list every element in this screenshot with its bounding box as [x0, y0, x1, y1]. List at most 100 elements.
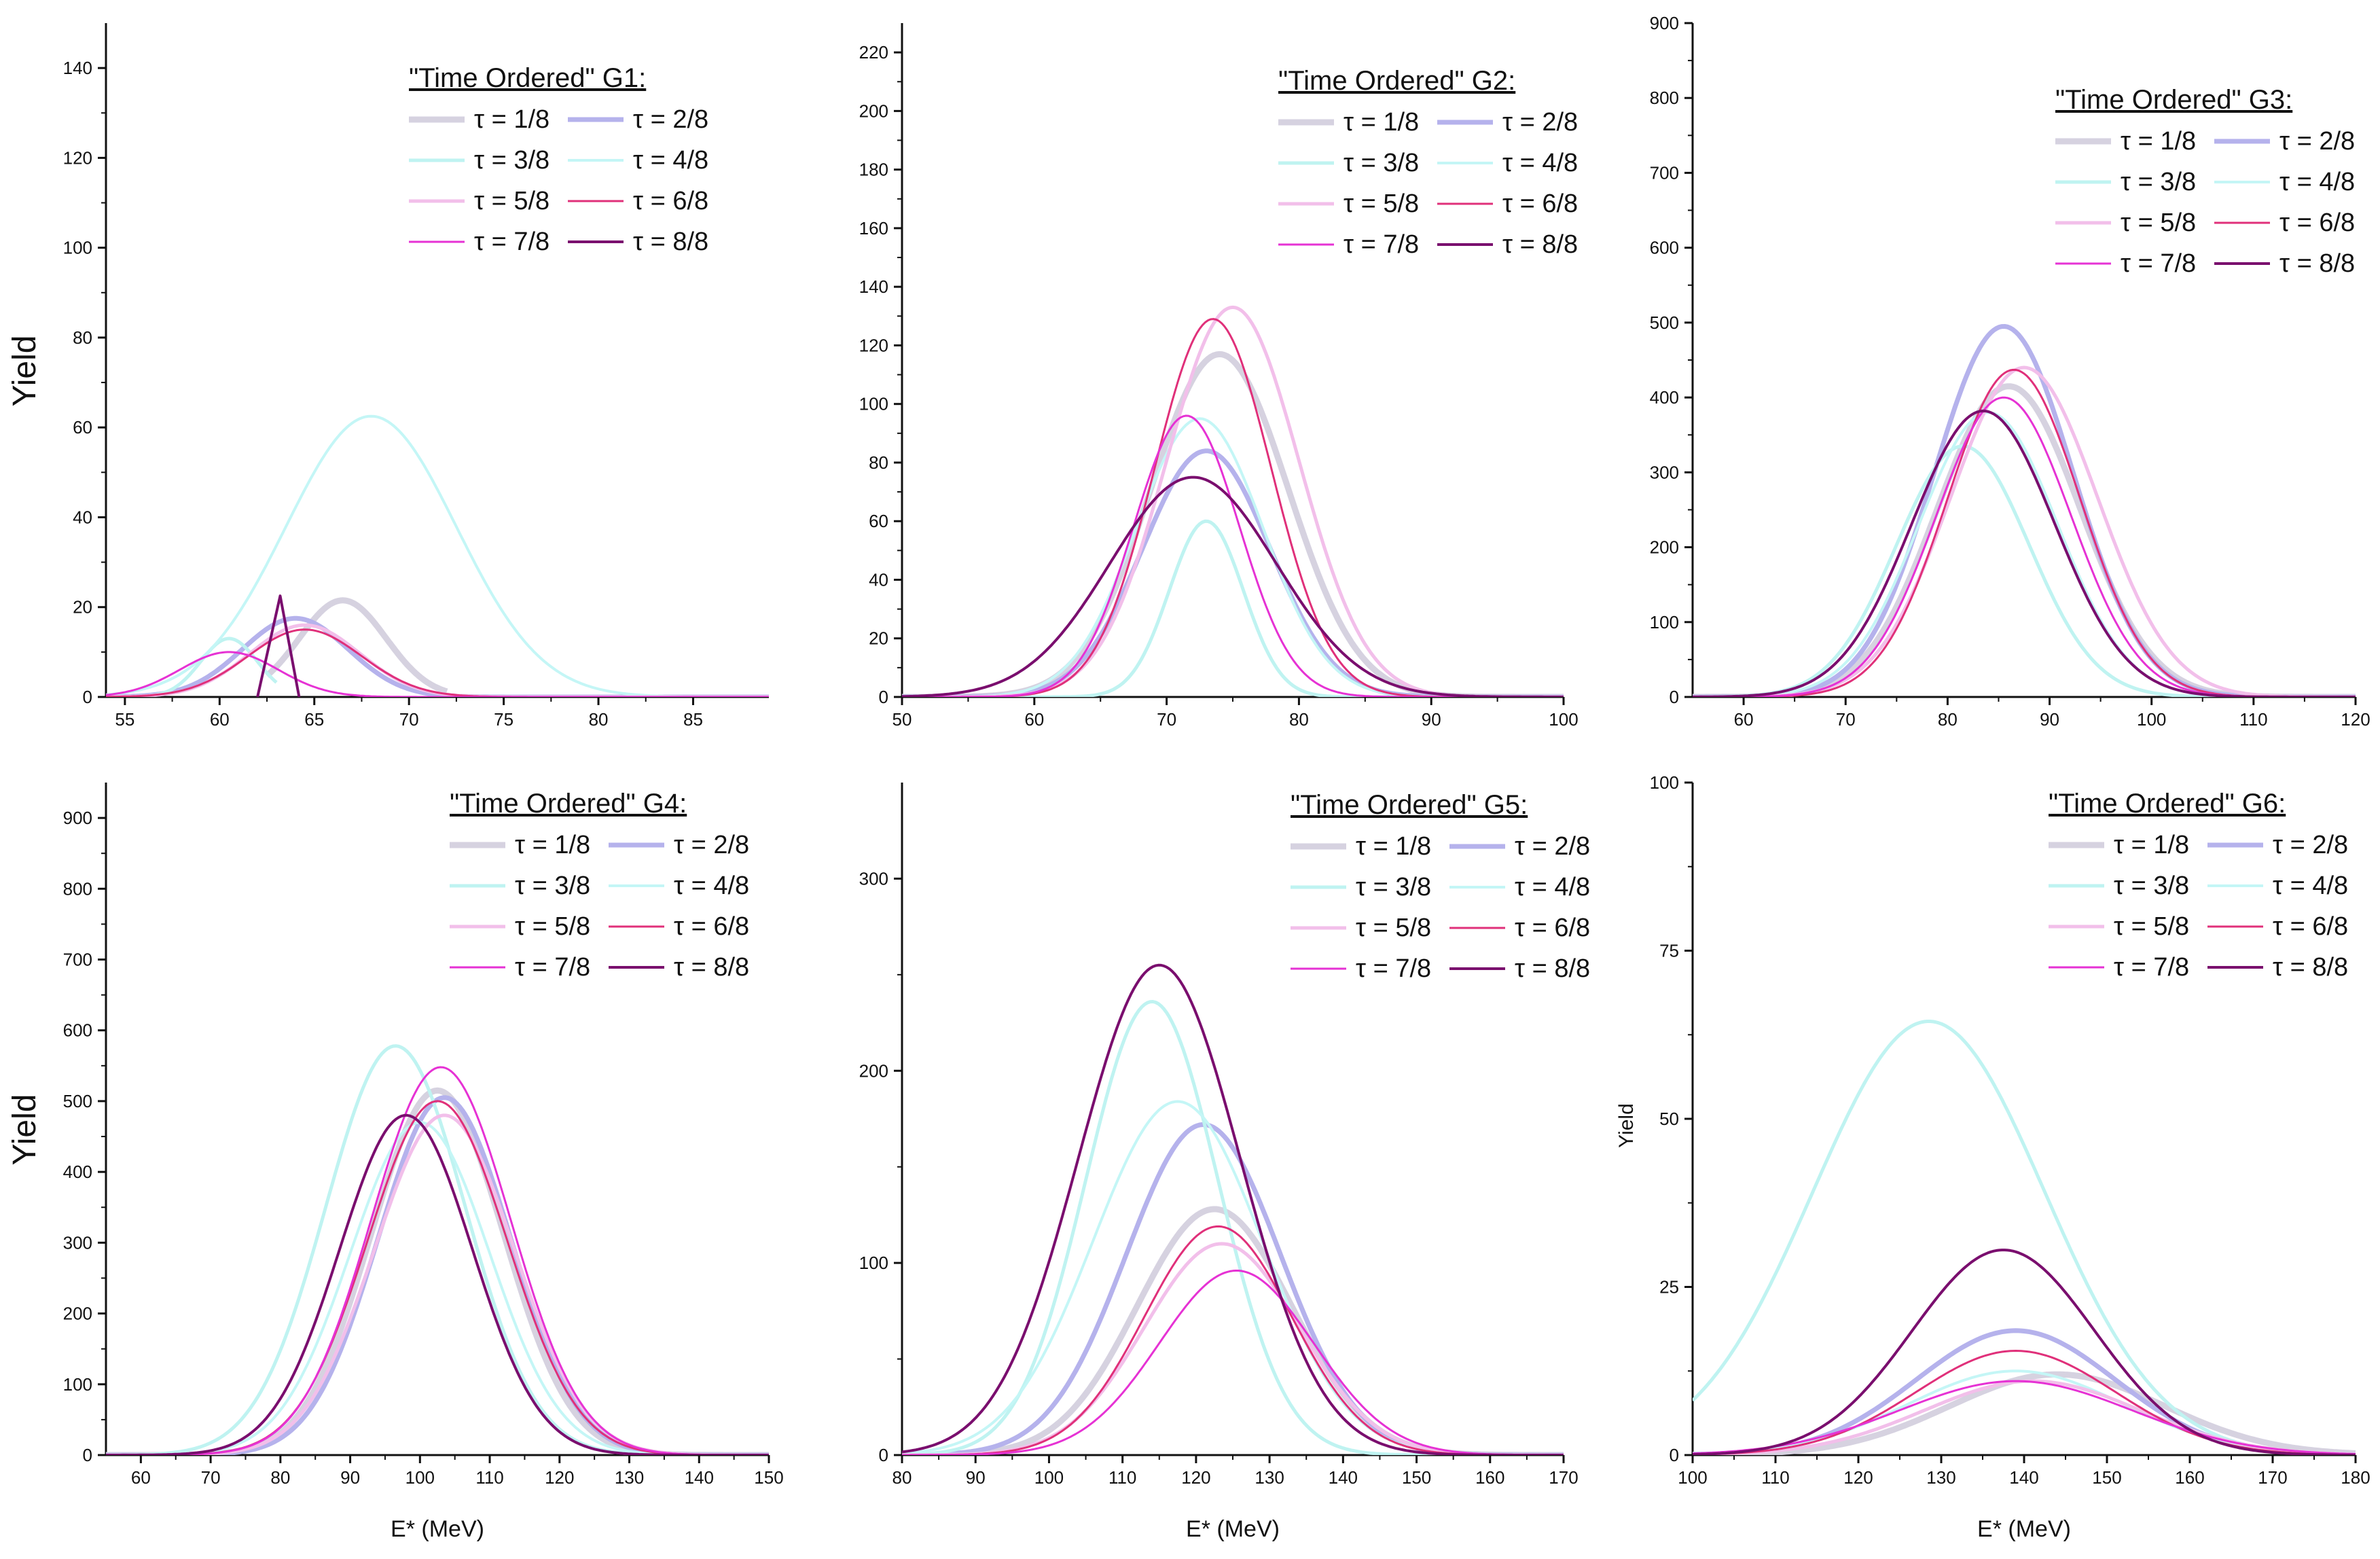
- legend-label: τ = 1/8: [515, 831, 590, 859]
- y-tick-label: 0: [1670, 1445, 1679, 1465]
- legend-label: τ = 7/8: [2114, 953, 2189, 982]
- x-tick-label: 170: [1549, 1467, 1578, 1488]
- series-line-tau-8-8: [1693, 410, 2356, 697]
- x-tick-label: 90: [340, 1467, 360, 1488]
- legend-label: τ = 3/8: [2114, 872, 2189, 900]
- y-tick-label: 200: [1650, 537, 1679, 558]
- x-tick-label: 80: [270, 1467, 290, 1488]
- y-tick-label: 400: [1650, 387, 1679, 408]
- legend-label: τ = 2/8: [2273, 831, 2348, 859]
- x-tick-label: 130: [1926, 1467, 1955, 1488]
- y-tick-label: 40: [73, 507, 92, 527]
- panel-4: 0 100 200 300 400 500 600 700 800 900 60 70 80 90 100 1…: [7, 783, 784, 1542]
- y-tick-label: 300: [859, 868, 888, 889]
- x-tick-label: 170: [2258, 1467, 2287, 1488]
- y-tick-label: 100: [859, 1253, 888, 1273]
- series-line-tau-4-8: [106, 1121, 769, 1455]
- panel-5: 0 100 200 300 80 90 100 110 120 130 140 150 160 170 E*…: [859, 783, 1590, 1542]
- x-tick-label: 150: [754, 1467, 783, 1488]
- series-line-tau-1-8: [106, 1087, 769, 1455]
- x-tick-label: 70: [399, 709, 419, 730]
- y-tick-label: 0: [1670, 687, 1679, 707]
- legend-label: τ = 4/8: [633, 146, 708, 175]
- y-tick-label: 500: [1650, 312, 1679, 333]
- x-tick-label: 100: [1678, 1467, 1707, 1488]
- y-axis-title: Yield: [7, 336, 43, 407]
- x-axis-title: E* (MeV): [1186, 1516, 1280, 1542]
- y-tick-label: 200: [859, 101, 888, 121]
- x-tick-label: 160: [2175, 1467, 2204, 1488]
- legend-label: τ = 3/8: [515, 872, 590, 900]
- legend: "Time Ordered" G4: τ = 1/8 τ = 2/8 τ = 3/8 τ…: [450, 789, 749, 982]
- legend-label: τ = 3/8: [474, 146, 549, 175]
- x-tick-label: 90: [1422, 709, 1441, 730]
- x-tick-label: 120: [1181, 1467, 1210, 1488]
- series-line-tau-7-8: [1693, 396, 2356, 697]
- legend-label: τ = 4/8: [1515, 873, 1590, 901]
- y-tick-label: 220: [859, 42, 888, 62]
- x-tick-label: 110: [1108, 1467, 1136, 1488]
- y-axis-title: Yield: [7, 1094, 43, 1166]
- y-tick-label: 160: [859, 218, 888, 238]
- y-tick-label: 100: [63, 1374, 92, 1395]
- legend: "Time Ordered" G6: τ = 1/8 τ = 2/8 τ = 3/8 τ…: [2049, 789, 2348, 982]
- series-line-tau-7-8: [106, 1066, 769, 1455]
- x-tick-label: 180: [2341, 1467, 2370, 1488]
- legend-title: "Time Ordered" G5:: [1291, 790, 1528, 820]
- x-tick-label: 110: [1761, 1467, 1789, 1488]
- x-tick-label: 55: [115, 709, 134, 730]
- series-line-tau-4-8: [1693, 1369, 2356, 1455]
- series-line-tau-1-8: [1693, 1371, 2356, 1455]
- y-tick-label: 100: [859, 394, 888, 414]
- legend-label: τ = 1/8: [1356, 832, 1431, 861]
- x-tick-label: 150: [1402, 1467, 1431, 1488]
- x-tick-label: 70: [201, 1467, 221, 1488]
- y-tick-label: 20: [73, 597, 92, 617]
- legend-label: τ = 7/8: [474, 228, 549, 256]
- x-tick-label: 70: [1157, 709, 1176, 730]
- y-tick-label: 600: [63, 1020, 92, 1041]
- y-tick-label: 80: [869, 452, 888, 473]
- y-axis-title: Yield: [1615, 1103, 1638, 1148]
- y-tick-label: 120: [63, 147, 92, 168]
- legend-label: τ = 8/8: [1515, 954, 1590, 983]
- series-line-tau-3-8: [106, 1044, 769, 1455]
- series-line-tau-2-8: [1693, 1328, 2356, 1455]
- series-line-tau-6-8: [106, 628, 769, 697]
- legend-label: τ = 6/8: [2273, 912, 2348, 941]
- series-line-tau-7-8: [902, 1270, 1564, 1455]
- y-tick-label: 400: [63, 1162, 92, 1182]
- legend-label: τ = 5/8: [1344, 190, 1419, 218]
- series-line-tau-8-8: [106, 1113, 769, 1455]
- legend-title: "Time Ordered" G2:: [1278, 66, 1515, 96]
- series-line-tau-2-8: [902, 1122, 1564, 1455]
- y-tick-label: 180: [859, 160, 888, 180]
- legend-title: "Time Ordered" G3:: [2055, 85, 2292, 115]
- legend-label: τ = 4/8: [1502, 149, 1578, 177]
- legend-label: τ = 4/8: [2273, 872, 2348, 900]
- legend-label: τ = 8/8: [2273, 953, 2348, 982]
- y-tick-label: 0: [83, 1445, 92, 1465]
- x-tick-label: 60: [1734, 709, 1754, 730]
- y-tick-label: 25: [1659, 1277, 1679, 1297]
- y-tick-label: 900: [1650, 13, 1679, 33]
- x-tick-label: 140: [2009, 1467, 2038, 1488]
- x-tick-label: 130: [1255, 1467, 1284, 1488]
- series-line-tau-3-8: [902, 1000, 1564, 1455]
- series-line-tau-1-8: [902, 351, 1564, 697]
- y-tick-label: 200: [859, 1060, 888, 1081]
- legend-label: τ = 6/8: [1515, 914, 1590, 942]
- legend: "Time Ordered" G2: τ = 1/8 τ = 2/8 τ = 3/8 τ…: [1278, 66, 1578, 259]
- x-tick-label: 120: [2341, 709, 2370, 730]
- legend-label: τ = 5/8: [515, 912, 590, 941]
- legend-label: τ = 6/8: [633, 187, 708, 215]
- x-tick-label: 160: [1475, 1467, 1504, 1488]
- legend-label: τ = 4/8: [674, 872, 749, 900]
- series-line-tau-3-8: [1693, 1020, 2356, 1455]
- y-tick-label: 140: [859, 276, 888, 297]
- x-axis-title: E* (MeV): [391, 1516, 484, 1542]
- legend-label: τ = 3/8: [2121, 168, 2196, 196]
- legend-title: "Time Ordered" G1:: [409, 63, 646, 93]
- legend-label: τ = 5/8: [474, 187, 549, 215]
- series-line-tau-7-8: [902, 414, 1564, 697]
